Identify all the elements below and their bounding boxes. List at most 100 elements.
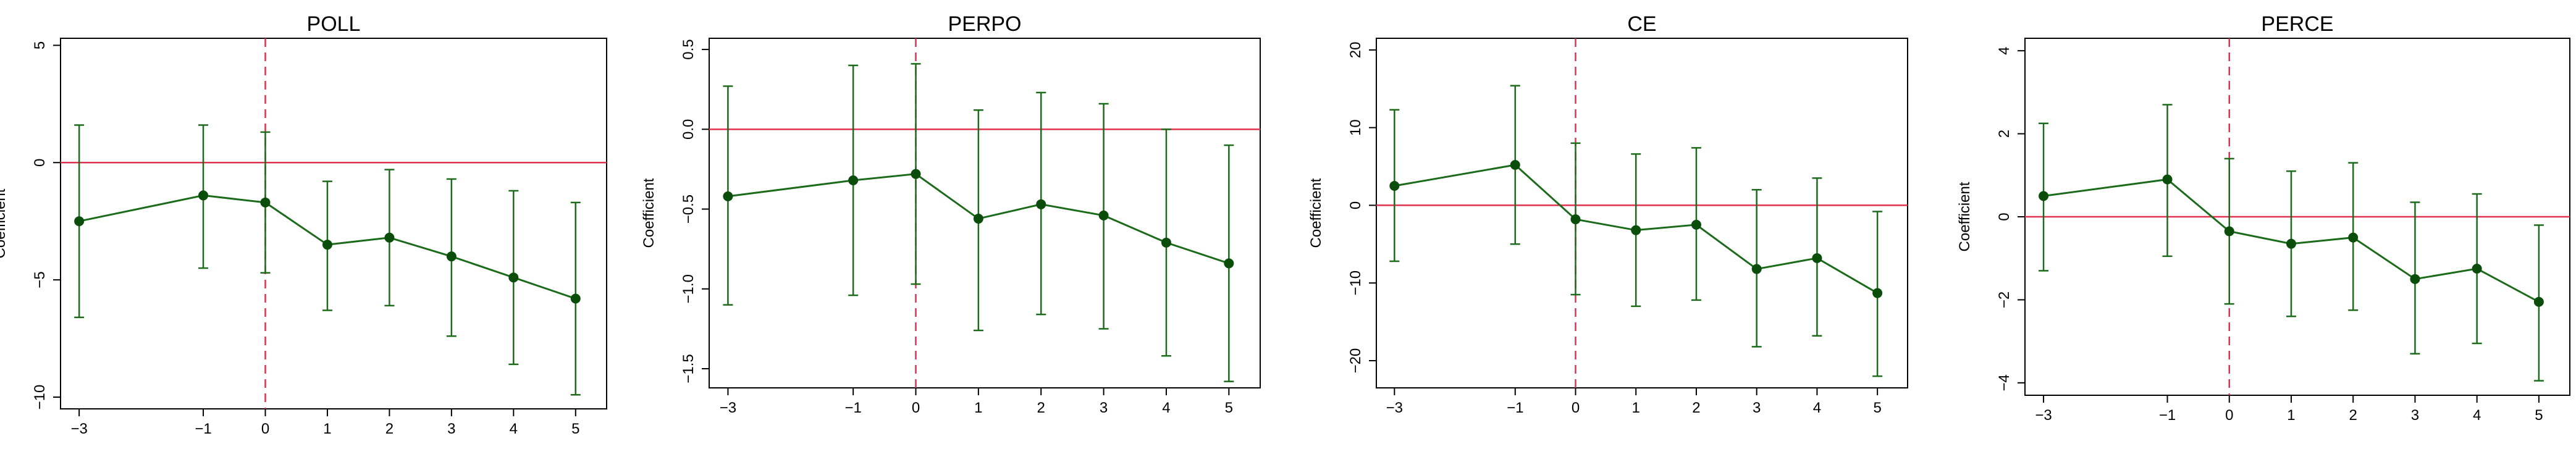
data-point	[508, 272, 519, 283]
y-tick-label: −20	[1347, 348, 1364, 374]
data-point	[322, 240, 332, 250]
data-point	[2410, 274, 2420, 284]
data-point	[1691, 219, 1701, 230]
x-tick-label: 3	[2411, 407, 2419, 424]
data-point	[1751, 264, 1762, 274]
data-point	[1510, 160, 1520, 170]
data-point	[2039, 191, 2049, 201]
y-tick-label: 0.0	[680, 119, 697, 140]
x-tick-label: 0	[261, 421, 269, 437]
data-point	[911, 169, 921, 179]
data-point	[1161, 237, 1171, 248]
x-tick-label: −3	[70, 421, 87, 437]
y-tick-label: −4	[1996, 374, 2013, 391]
y-tick-label: −10	[32, 385, 48, 410]
data-point	[1224, 258, 1234, 269]
y-tick-label: −2	[1996, 292, 2013, 308]
x-tick-label: 5	[1225, 400, 1233, 416]
series-line	[1394, 164, 1878, 294]
x-tick-label: 4	[510, 421, 518, 437]
x-tick-label: 5	[2535, 407, 2543, 424]
data-point	[2533, 296, 2544, 307]
x-tick-label: 2	[2349, 407, 2357, 424]
data-point	[2224, 226, 2234, 237]
x-tick-label: 0	[1572, 400, 1580, 416]
y-tick-label: 2	[1996, 130, 2013, 138]
panel-3: PERCE Coefficient 4 2 0 −2 −4 −3 −1 0 1 2 3 4 5	[1956, 12, 2570, 424]
data-point	[1036, 199, 1046, 209]
x-tick-label: −3	[1386, 400, 1403, 416]
data-point	[1872, 288, 1883, 298]
x-tick-label: −1	[195, 421, 211, 437]
chart-title: POLL	[307, 12, 361, 36]
data-point	[1389, 180, 1400, 191]
x-tick-label: 1	[2287, 407, 2295, 424]
data-point	[848, 175, 859, 186]
x-tick-label: −3	[720, 400, 736, 416]
x-tick-label: 4	[1162, 400, 1170, 416]
x-tick-label: 3	[1100, 400, 1108, 416]
x-tick-label: 2	[1037, 400, 1045, 416]
x-tick-label: −1	[2159, 407, 2176, 424]
data-point	[1098, 210, 1109, 220]
data-point	[723, 191, 733, 201]
y-tick-label: −1.5	[680, 354, 697, 383]
x-tick-label: −1	[844, 400, 861, 416]
x-tick-label: 2	[1692, 400, 1700, 416]
panel-1: PERPO Coefficient 0.5 0.0 −0.5 −1.0 −1.5 −3 −1 0 1…	[641, 12, 1261, 416]
y-axis-label: Coefficient	[641, 178, 657, 248]
y-tick-label: 4	[1996, 46, 2013, 54]
plot-frame	[709, 38, 1261, 388]
data-point	[570, 293, 581, 304]
x-tick-label: 1	[974, 400, 982, 416]
data-point	[1631, 225, 1641, 235]
data-point	[260, 197, 271, 208]
x-tick-label: 3	[447, 421, 455, 437]
data-point	[973, 214, 983, 224]
y-tick-label: 0	[1996, 212, 2013, 220]
data-point	[198, 190, 209, 201]
chart-title: CE	[1627, 12, 1656, 36]
series-line	[728, 173, 1229, 264]
y-axis-label: Coefficient	[0, 188, 9, 258]
plot-frame	[60, 38, 607, 409]
data-point	[74, 216, 85, 227]
series-line	[78, 194, 576, 300]
y-tick-label: 0	[32, 159, 48, 167]
y-tick-label: 20	[1347, 42, 1364, 59]
x-tick-label: 3	[1753, 400, 1761, 416]
data-point	[1812, 253, 1822, 263]
x-tick-label: 5	[1873, 400, 1881, 416]
y-tick-label: −1.0	[680, 274, 697, 303]
x-tick-label: −1	[1507, 400, 1523, 416]
chart-title: PERPO	[948, 12, 1021, 36]
y-axis-label: Coefficient	[1956, 182, 1973, 251]
plot-frame	[1376, 38, 1908, 388]
y-tick-label: −5	[32, 271, 48, 288]
data-point	[446, 251, 457, 262]
y-tick-label: 0	[1347, 201, 1364, 209]
data-point	[2162, 174, 2173, 185]
x-tick-label: −3	[2035, 407, 2052, 424]
y-tick-label: 0.5	[680, 39, 697, 59]
data-point	[2348, 232, 2359, 243]
data-point	[2472, 264, 2482, 274]
series-line	[2043, 178, 2540, 303]
data-point	[384, 232, 395, 243]
data-point	[1570, 214, 1581, 225]
y-tick-label: 5	[32, 41, 48, 49]
x-tick-label: 4	[2473, 407, 2481, 424]
y-axis-label: Coefficient	[1308, 178, 1324, 248]
x-tick-label: 4	[1813, 400, 1821, 416]
x-tick-label: 1	[323, 421, 331, 437]
x-tick-label: 0	[2225, 407, 2233, 424]
x-tick-label: 2	[385, 421, 394, 437]
x-tick-label: 1	[1632, 400, 1640, 416]
y-tick-label: −10	[1347, 271, 1364, 296]
x-tick-label: 0	[912, 400, 920, 416]
data-point	[2286, 238, 2296, 249]
